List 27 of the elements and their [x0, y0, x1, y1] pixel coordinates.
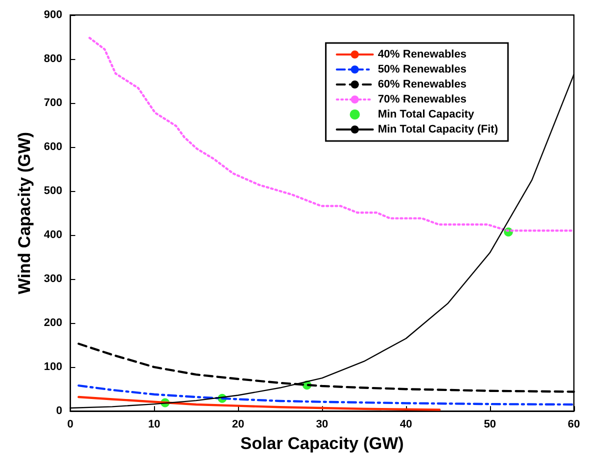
y-tick-label: 700 — [44, 97, 62, 110]
y-tick-label: 100 — [44, 361, 62, 374]
line-series — [78, 396, 441, 411]
x-tick-label: 50 — [484, 418, 496, 431]
legend-label: Min Total Capacity (Fit) — [378, 124, 498, 136]
y-tick-label: 600 — [44, 141, 62, 154]
x-tick-label: 60 — [568, 418, 580, 431]
legend-label: 40% Renewables — [378, 48, 466, 60]
y-tick-label: 200 — [44, 317, 62, 330]
y-tick-label: 800 — [44, 53, 62, 66]
y-axis-title: Wind Capacity (GW) — [15, 132, 34, 294]
y-tick-label: 300 — [44, 273, 62, 286]
x-tick-label: 20 — [232, 418, 244, 431]
x-axis-title: Solar Capacity (GW) — [240, 434, 404, 453]
x-tick-label: 30 — [316, 418, 328, 431]
x-tick-label: 0 — [67, 418, 74, 431]
legend-label: 50% Renewables — [378, 64, 466, 76]
y-tick-label: 400 — [44, 229, 62, 242]
legend-label: 60% Renewables — [378, 78, 466, 90]
x-tick-label: 40 — [400, 418, 412, 431]
y-tick-label: 900 — [44, 9, 62, 21]
line-series — [78, 384, 575, 406]
y-tick-label: 0 — [56, 405, 62, 418]
legend-label: Min Total Capacity — [378, 108, 476, 120]
y-tick-label: 500 — [44, 185, 62, 198]
x-tick-label: 10 — [148, 418, 160, 431]
legend-label: 70% Renewables — [378, 94, 466, 106]
